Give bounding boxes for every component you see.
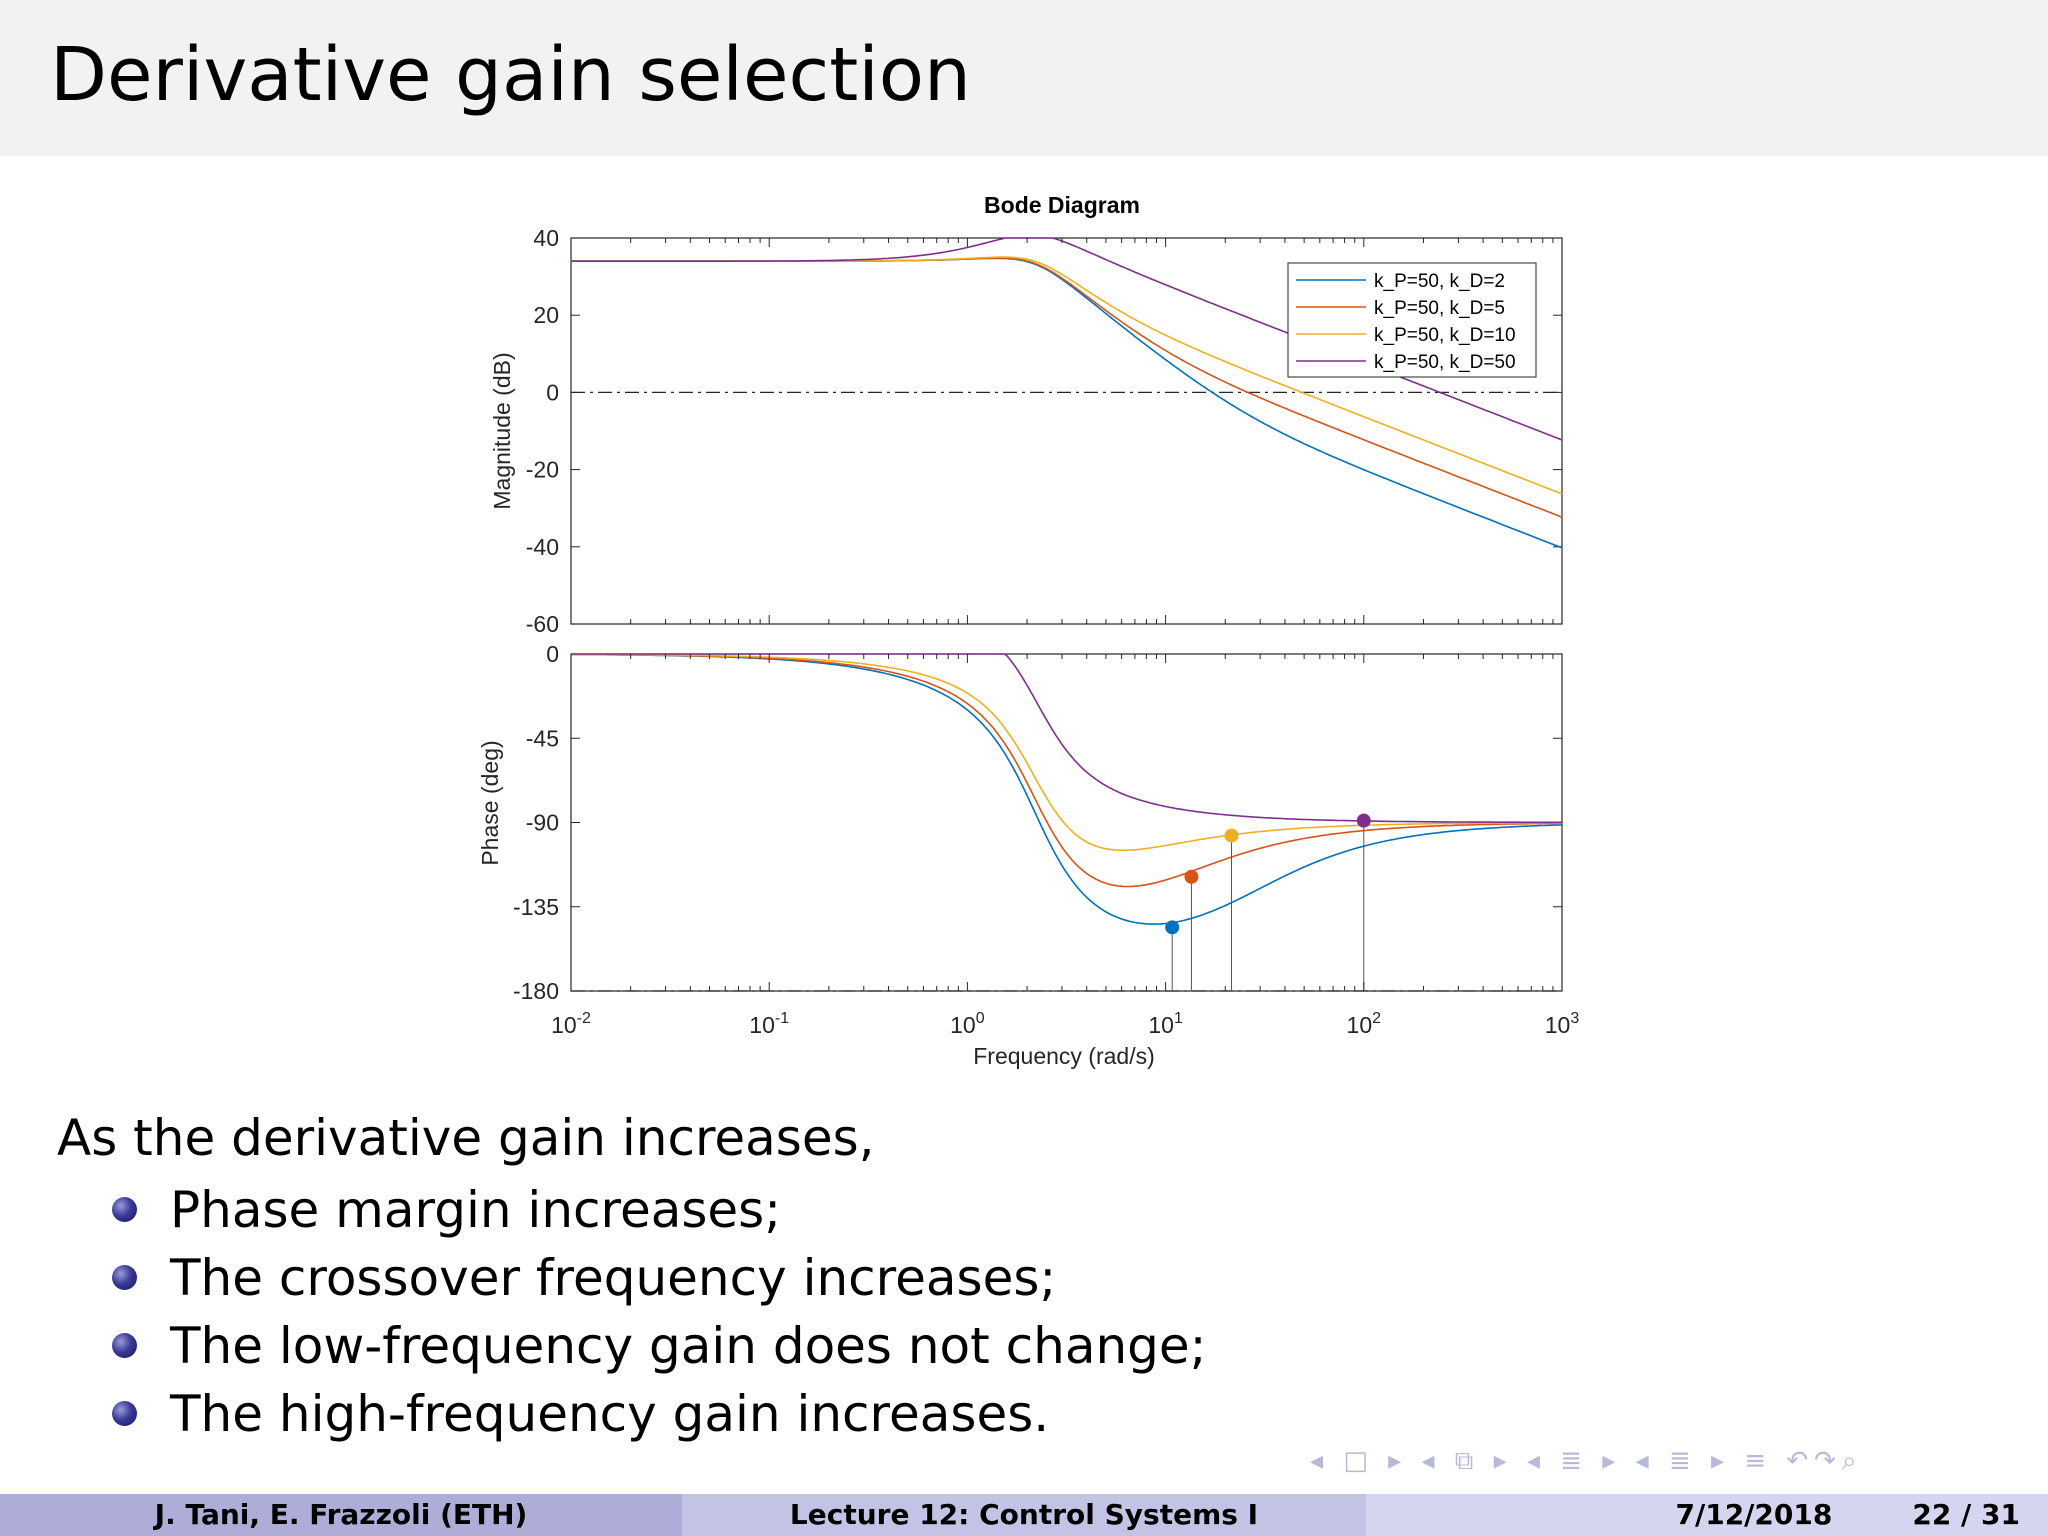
- legend-box: [1287, 262, 1537, 378]
- magnitude-tick-label: -40: [526, 534, 559, 560]
- phase-margin-marker: [1224, 828, 1239, 843]
- bullet-text: The high-frequency gain increases.: [170, 1385, 1050, 1443]
- legend-label: k_P=50, k_D=10: [1374, 325, 1516, 346]
- bullet-item: Phase margin increases;: [112, 1176, 1207, 1244]
- footer-authors: J. Tani, E. Frazzoli (ETH): [0, 1494, 682, 1536]
- x-tick-label: 102: [1347, 1010, 1382, 1038]
- x-tick-label: 103: [1545, 1010, 1580, 1038]
- legend-label: k_P=50, k_D=2: [1374, 271, 1505, 292]
- phase-axis-label: Phase (deg): [477, 740, 503, 865]
- slide-title: Derivative gain selection: [50, 32, 971, 118]
- bullet-item: The high-frequency gain increases.: [112, 1380, 1207, 1448]
- nav-frame-icon[interactable]: ◂ □ ▸: [1310, 1446, 1408, 1476]
- magnitude-plot: 40 20 0 -20 -40 -60: [526, 225, 1563, 637]
- phase-tick-label: -90: [526, 810, 559, 836]
- bullet-dot-icon: [112, 1401, 137, 1426]
- footer: J. Tani, E. Frazzoli (ETH) Lecture 12: C…: [0, 1494, 2048, 1536]
- phase-curve-2: [571, 653, 1562, 888]
- phase-tick-label: -135: [513, 894, 559, 920]
- bullet-dot-icon: [112, 1265, 137, 1290]
- nav-search-icon[interactable]: ↶↷⌕: [1786, 1446, 1863, 1476]
- x-tick-label: 10-1: [749, 1010, 789, 1038]
- frequency-axis-label: Frequency (rad/s): [973, 1043, 1155, 1069]
- phase-plot: 0 -45 -90 -135 -180: [513, 641, 1563, 1004]
- bullet-text: The crossover frequency increases;: [170, 1249, 1057, 1307]
- phase-margin-marker: [1356, 813, 1371, 828]
- magnitude-tick-label: -20: [526, 457, 559, 483]
- phase-curve-1: [571, 653, 1563, 925]
- nav-menu-icon[interactable]: ≡: [1744, 1446, 1773, 1476]
- nav-subsection-icon[interactable]: ◂ ⧉ ▸: [1421, 1446, 1513, 1476]
- footer-right: 7/12/2018 22 / 31: [1366, 1494, 2048, 1536]
- phase-tick-label: -45: [526, 725, 559, 751]
- beamer-navigation: ◂ □ ▸ ◂ ⧉ ▸ ◂ ≣ ▸ ◂ ≣ ▸ ≡ ↶↷⌕: [1310, 1446, 1863, 1477]
- phase-tick-label: 0: [546, 641, 559, 667]
- nav-section-icon[interactable]: ◂ ≣ ▸: [1526, 1446, 1622, 1476]
- bullet-item: The crossover frequency increases;: [112, 1244, 1207, 1312]
- bullet-dot-icon: [112, 1197, 137, 1222]
- footer-date: 7/12/2018: [1675, 1498, 1833, 1531]
- phase-tick-label: -180: [513, 978, 559, 1004]
- legend-label: k_P=50, k_D=5: [1374, 298, 1505, 319]
- magnitude-tick-label: 40: [533, 225, 559, 251]
- magnitude-frame: [570, 237, 1563, 625]
- footer-lecture: Lecture 12: Control Systems I: [682, 1494, 1366, 1536]
- footer-page: 22 / 31: [1912, 1498, 2020, 1531]
- magnitude-tick-label: -60: [526, 611, 559, 637]
- bullet-text: Phase margin increases;: [170, 1181, 782, 1239]
- phase-margin-marker: [1165, 920, 1180, 935]
- magnitude-tick-label: 20: [533, 302, 559, 328]
- bullet-dot-icon: [112, 1333, 137, 1358]
- frequency-axis: 10-2 10-1 100 101 102 103: [551, 238, 1579, 1038]
- magnitude-tick-label: 0: [546, 379, 559, 405]
- phase-frame: [570, 653, 1563, 992]
- magnitude-axis-label: Magnitude (dB): [489, 352, 515, 509]
- bullet-item: The low-frequency gain does not change;: [112, 1312, 1207, 1380]
- phase-curve-3: [571, 653, 1562, 852]
- bullet-text: The low-frequency gain does not change;: [170, 1317, 1207, 1375]
- phase-curve-4: [571, 653, 1562, 824]
- chart-legend: k_P=50, k_D=2 k_P=50, k_D=5 k_P=50, k_D=10…: [1287, 262, 1537, 378]
- phase-margin-marker: [1184, 869, 1199, 884]
- chart-title: Bode Diagram: [984, 192, 1140, 218]
- x-tick-label: 101: [1148, 1010, 1183, 1038]
- bullet-list: Phase margin increases; The crossover fr…: [112, 1176, 1207, 1448]
- nav-document-icon[interactable]: ◂ ≣ ▸: [1635, 1446, 1731, 1476]
- lead-text: As the derivative gain increases,: [57, 1109, 875, 1167]
- x-tick-label: 100: [950, 1010, 985, 1038]
- legend-label: k_P=50, k_D=50: [1374, 352, 1516, 373]
- x-tick-label: 10-2: [551, 1010, 591, 1038]
- title-bar: [0, 0, 2048, 156]
